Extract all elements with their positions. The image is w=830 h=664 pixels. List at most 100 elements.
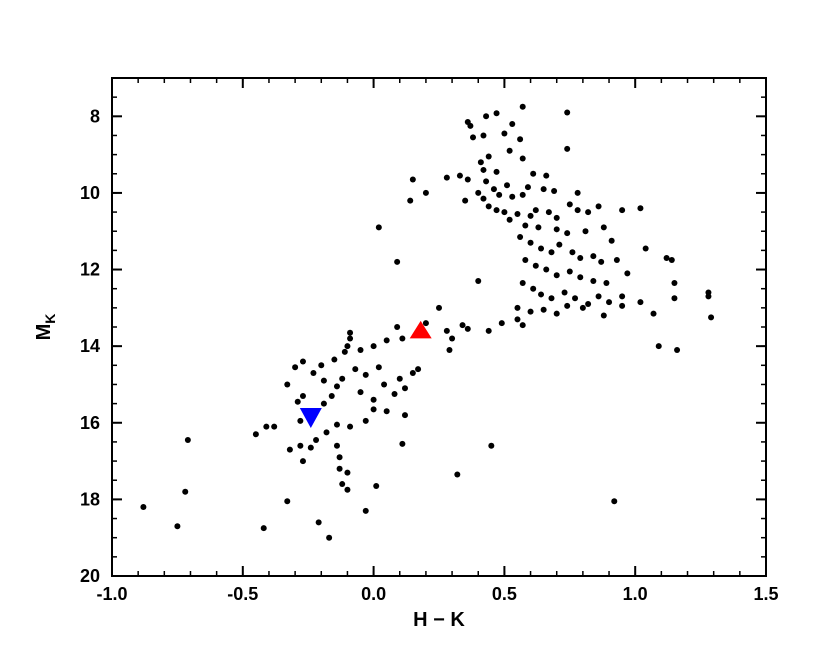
data-point	[674, 346, 681, 353]
data-point	[184, 437, 191, 444]
data-point	[409, 369, 416, 376]
data-point	[655, 343, 662, 350]
data-point	[344, 343, 351, 350]
data-point	[608, 237, 615, 244]
data-point	[572, 295, 579, 302]
data-point	[496, 191, 503, 198]
data-point	[347, 329, 354, 336]
data-point	[530, 170, 537, 177]
data-point	[383, 337, 390, 344]
data-point	[297, 442, 304, 449]
data-point	[252, 431, 259, 438]
data-point	[637, 299, 644, 306]
data-point	[606, 299, 613, 306]
y-tick-label: 18	[80, 489, 100, 509]
data-point	[362, 507, 369, 514]
data-point	[671, 279, 678, 286]
ticks-layer	[111, 77, 767, 577]
points-layer	[140, 103, 715, 541]
y-tick-label: 10	[80, 183, 100, 203]
data-point	[527, 308, 534, 315]
y-axis-label-main: M	[33, 324, 55, 341]
data-point	[642, 245, 649, 252]
data-point	[407, 197, 414, 204]
data-point	[328, 392, 335, 399]
x-tick-label: -1.0	[96, 584, 127, 604]
data-point	[331, 356, 338, 363]
data-point	[488, 442, 495, 449]
data-point	[263, 423, 270, 430]
data-point	[590, 253, 597, 260]
data-point	[509, 120, 516, 127]
data-point	[475, 278, 482, 285]
data-point	[297, 417, 304, 424]
data-point	[140, 504, 147, 511]
data-point	[292, 364, 299, 371]
data-point	[490, 186, 497, 193]
data-point	[553, 226, 560, 233]
y-tick-label: 12	[80, 260, 100, 280]
data-point	[467, 122, 474, 129]
data-point	[556, 241, 563, 248]
data-point	[540, 306, 547, 313]
data-point	[470, 134, 477, 141]
x-tick-label: 1.5	[753, 584, 778, 604]
data-point	[566, 201, 573, 208]
data-point	[336, 454, 343, 461]
y-tick-label: 14	[80, 336, 100, 356]
data-point	[483, 113, 490, 120]
data-point	[509, 193, 516, 200]
data-point	[585, 209, 592, 216]
data-point	[326, 534, 333, 541]
data-point	[585, 301, 592, 308]
data-point	[456, 172, 463, 179]
data-point	[671, 295, 678, 302]
data-point	[271, 423, 278, 430]
data-point	[524, 184, 531, 191]
data-point	[333, 442, 340, 449]
data-point	[464, 176, 471, 183]
data-point	[284, 381, 291, 388]
data-point	[286, 446, 293, 453]
y-tick-label: 16	[80, 413, 100, 433]
data-point	[705, 293, 712, 300]
data-point	[564, 230, 571, 237]
data-point	[535, 224, 542, 231]
data-point	[347, 335, 354, 342]
data-point	[577, 255, 584, 262]
data-point	[545, 209, 552, 216]
data-point	[517, 136, 524, 143]
x-tick-label: 0.5	[492, 584, 517, 604]
data-point	[449, 335, 456, 342]
data-point	[370, 406, 377, 413]
data-point	[519, 279, 526, 286]
data-point	[637, 205, 644, 212]
data-point	[323, 429, 330, 436]
data-point	[506, 216, 513, 223]
data-point	[527, 212, 534, 219]
data-point	[514, 316, 521, 323]
data-point	[506, 147, 513, 154]
data-point	[514, 304, 521, 311]
x-tick-label: -0.5	[227, 584, 258, 604]
data-point	[543, 172, 550, 179]
data-point	[352, 366, 359, 373]
data-point	[595, 293, 602, 300]
data-point	[514, 210, 521, 217]
x-tick-labels: -1.0 -0.5 0.0 0.5 1.0 1.5	[96, 584, 778, 604]
data-point	[548, 295, 555, 302]
data-point	[339, 481, 346, 488]
data-point	[401, 385, 408, 392]
data-point	[307, 444, 314, 451]
data-point	[475, 189, 482, 196]
data-point	[315, 519, 322, 526]
data-point	[553, 214, 560, 221]
data-point	[399, 335, 406, 342]
red-triangle-marker	[409, 320, 432, 339]
data-point	[182, 488, 189, 495]
data-point	[446, 346, 453, 353]
data-point	[480, 166, 487, 173]
data-point	[299, 458, 306, 465]
data-point	[532, 262, 539, 269]
data-point	[462, 197, 469, 204]
